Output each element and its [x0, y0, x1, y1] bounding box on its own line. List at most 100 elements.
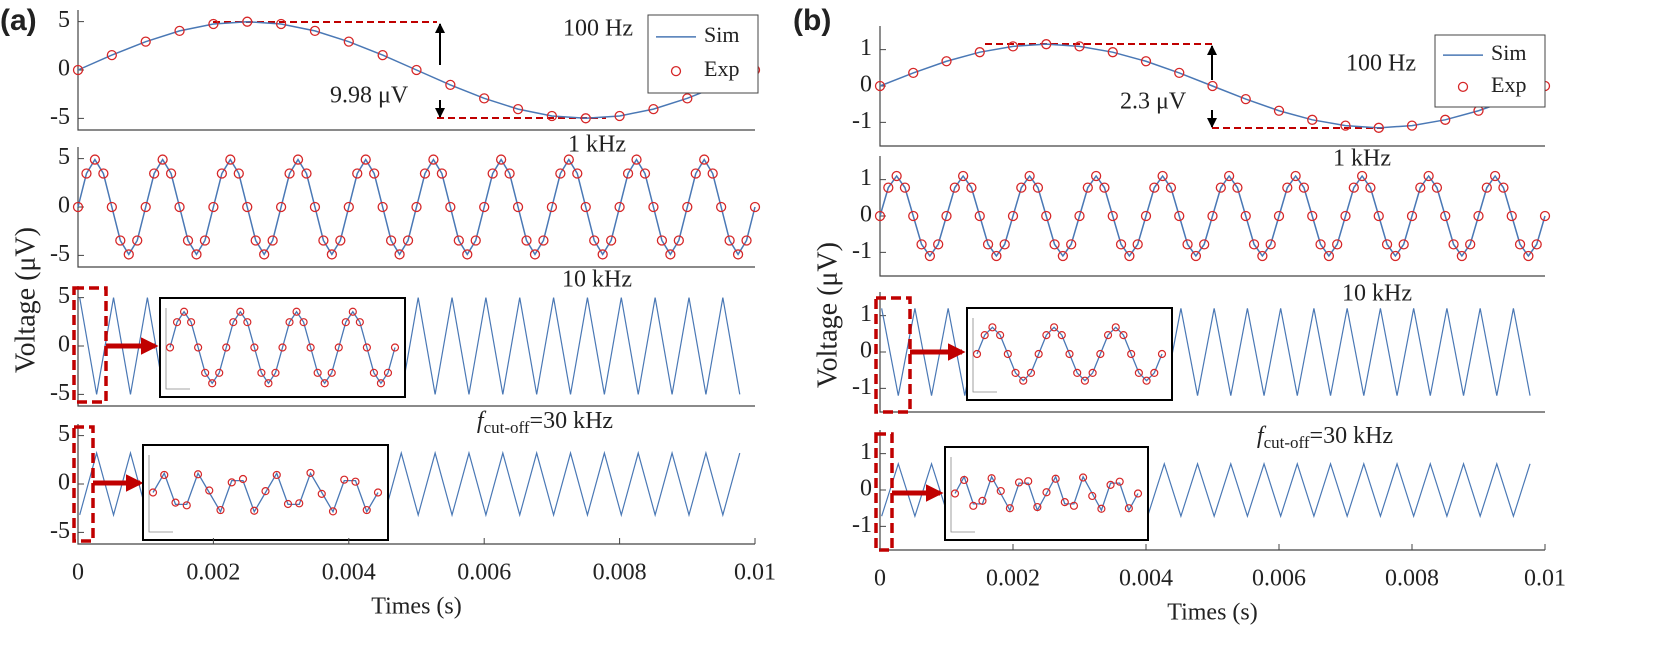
- x-axis-label: Times (s): [1167, 600, 1257, 626]
- exp-point: [1074, 210, 1085, 222]
- exp-point: [572, 168, 583, 179]
- y-tick-label: -1: [852, 238, 872, 264]
- exp-point: [529, 249, 541, 260]
- y-tick-label: 1: [860, 301, 872, 327]
- exp-point: [1223, 170, 1235, 182]
- exp-point: [982, 239, 994, 250]
- exp-point: [716, 201, 727, 213]
- subplot-label: 100 Hz: [563, 16, 633, 42]
- exp-point: [1365, 182, 1376, 193]
- inset-exp-point: [272, 470, 281, 480]
- exp-point: [1248, 239, 1260, 250]
- inset-exp-point: [261, 487, 270, 496]
- inset-exp-point: [285, 318, 294, 327]
- inset-exp-point: [1150, 368, 1159, 378]
- label-sub: cut-off: [484, 418, 530, 437]
- exp-point: [682, 93, 693, 104]
- exp-point: [546, 110, 558, 122]
- label-rest: =30 kHz: [530, 408, 614, 434]
- exp-point: [1431, 182, 1443, 193]
- y-tick-label: 1: [860, 165, 872, 191]
- inset-sim-line: [954, 475, 1139, 512]
- exp-point: [140, 201, 151, 213]
- inset-exp-point: [978, 496, 987, 505]
- exp-point: [1406, 120, 1418, 131]
- exp-point: [1307, 210, 1318, 222]
- panel-label: (a): [0, 4, 37, 37]
- inset-exp-point: [1033, 502, 1042, 512]
- y-tick-label: 0: [860, 476, 872, 502]
- exp-point: [707, 168, 718, 179]
- exp-point: [916, 239, 927, 250]
- sim-line: [77, 20, 756, 120]
- exp-point: [343, 36, 354, 47]
- exp-point: [445, 79, 456, 91]
- legend-label: Exp: [1491, 72, 1526, 97]
- exp-point: [284, 168, 295, 179]
- sim-line: [77, 158, 756, 256]
- exp-point: [521, 235, 532, 246]
- exp-point: [428, 154, 439, 165]
- y-tick-label: 0: [860, 202, 872, 228]
- exp-point: [72, 64, 84, 76]
- exp-point: [656, 235, 668, 246]
- inset-exp-point: [1065, 349, 1074, 359]
- exp-point: [1082, 182, 1093, 193]
- inset-exp-point: [376, 379, 386, 388]
- y-tick-label: 0: [58, 193, 70, 219]
- inset-exp-point: [987, 474, 996, 483]
- exp-point: [1174, 67, 1185, 79]
- x-tick-label: 0: [72, 560, 84, 586]
- inset-exp-point: [355, 318, 364, 327]
- inset-exp-point: [1014, 478, 1024, 487]
- inset-exp-point: [950, 489, 960, 498]
- exp-point: [999, 239, 1010, 250]
- exp-point: [242, 201, 253, 213]
- exp-point: [1465, 239, 1476, 250]
- exp-point: [874, 210, 886, 222]
- inset-exp-point: [383, 368, 393, 377]
- inset-exp-point: [186, 318, 196, 327]
- exp-point: [419, 168, 431, 179]
- subplot-label: fcut-off=30 kHz: [1257, 423, 1393, 452]
- exp-point: [631, 154, 642, 165]
- inset-exp-point: [227, 478, 236, 487]
- subplot-label: fcut-off=30 kHz: [477, 408, 613, 437]
- exp-point: [1074, 41, 1085, 52]
- exp-point: [1506, 210, 1517, 222]
- inset-exp-point: [229, 318, 238, 327]
- inset-axis: [165, 308, 190, 390]
- inset-exp-point: [271, 368, 280, 377]
- exp-point: [1007, 210, 1019, 222]
- inset-exp-point: [334, 343, 343, 352]
- inset-exp-point: [313, 368, 322, 377]
- exp-point: [941, 210, 952, 222]
- exp-point: [191, 249, 202, 260]
- label-sub: cut-off: [1264, 433, 1310, 452]
- x-tick-label: 0.006: [457, 560, 511, 586]
- exp-point: [1016, 182, 1027, 193]
- exp-point: [445, 201, 456, 213]
- exp-point: [639, 168, 651, 179]
- exp-point: [106, 201, 117, 213]
- legend-label: Sim: [704, 22, 739, 47]
- inset-exp-point: [215, 368, 224, 377]
- exp-point: [377, 49, 388, 61]
- exp-point: [470, 235, 481, 246]
- inset-exp-point: [1051, 474, 1060, 483]
- exp-point: [665, 249, 676, 260]
- exp-point: [174, 25, 185, 37]
- y-tick-label: 0: [860, 338, 872, 364]
- inset-sim-line: [976, 326, 1163, 382]
- exp-point: [580, 201, 591, 213]
- exp-point: [1132, 239, 1143, 250]
- y-tick-label: -1: [852, 108, 872, 134]
- inset-exp-point: [1096, 349, 1105, 359]
- inset-exp-point: [996, 330, 1005, 340]
- exp-point: [1348, 182, 1359, 193]
- inset-exp-point: [1057, 330, 1066, 340]
- inset-exp-point: [1103, 330, 1113, 340]
- exp-point: [555, 168, 566, 179]
- inset-exp-point: [250, 343, 259, 352]
